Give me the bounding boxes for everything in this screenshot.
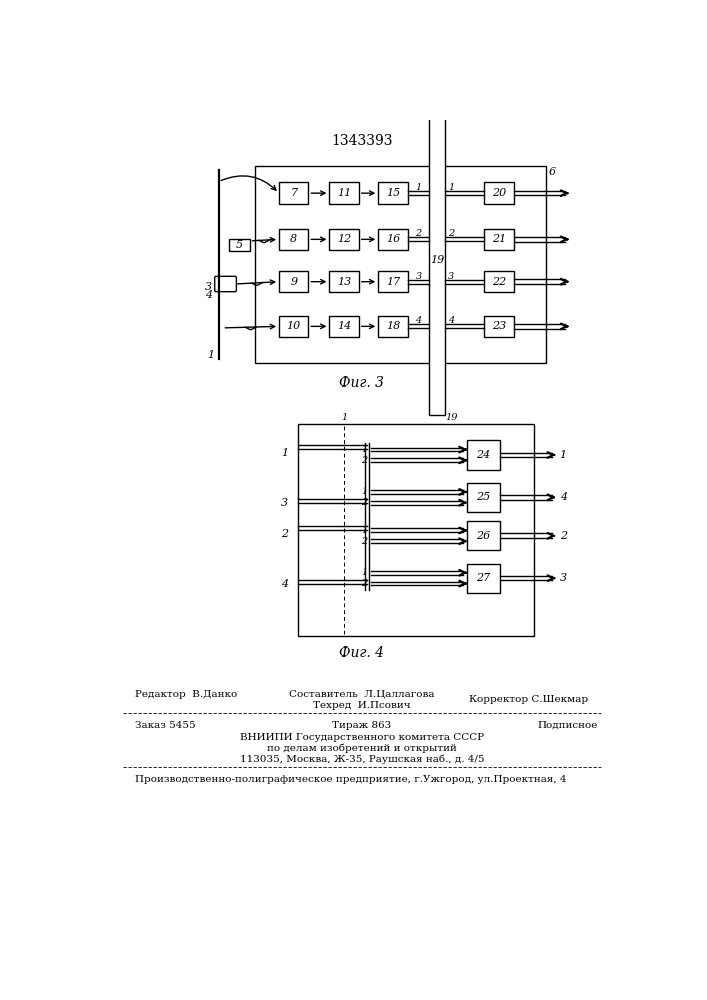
Text: 3: 3 — [448, 272, 454, 281]
Bar — [279, 182, 308, 204]
Text: 19: 19 — [445, 413, 458, 422]
Text: 22: 22 — [492, 277, 506, 287]
Text: 11: 11 — [337, 188, 351, 198]
Bar — [378, 271, 408, 292]
Bar — [230, 239, 250, 251]
Text: Тираж 863: Тираж 863 — [332, 721, 392, 730]
Text: 1: 1 — [361, 526, 368, 535]
Text: 1: 1 — [361, 568, 368, 577]
Text: 10: 10 — [286, 321, 301, 331]
Text: 3: 3 — [559, 573, 567, 583]
Text: 6: 6 — [548, 167, 556, 177]
Text: 1: 1 — [281, 448, 288, 458]
Text: ВНИИПИ Государственного комитета СССР: ВНИИПИ Государственного комитета СССР — [240, 733, 484, 742]
Text: 3: 3 — [281, 498, 288, 508]
Text: 4: 4 — [205, 290, 212, 300]
Text: Подписное: Подписное — [538, 721, 598, 730]
Text: 13: 13 — [337, 277, 351, 287]
Bar — [467, 483, 500, 512]
Text: 16: 16 — [386, 234, 400, 244]
Text: 1: 1 — [448, 183, 454, 192]
Text: 1: 1 — [361, 487, 368, 496]
Text: Производственно-полиграфическое предприятие, г.Ужгород, ул.Проектная, 4: Производственно-полиграфическое предприя… — [135, 774, 566, 784]
Text: Редактор  В.Данко: Редактор В.Данко — [135, 690, 237, 699]
Text: 1: 1 — [208, 350, 215, 360]
Text: Корректор С.Шекмар: Корректор С.Шекмар — [469, 695, 588, 704]
Text: 1: 1 — [361, 445, 368, 454]
Bar — [467, 440, 500, 470]
Bar — [467, 521, 500, 550]
Bar — [484, 271, 514, 292]
Text: 2: 2 — [416, 229, 421, 238]
Bar — [329, 271, 359, 292]
Bar — [298, 424, 534, 636]
Text: 2: 2 — [361, 498, 368, 507]
Text: 12: 12 — [337, 234, 351, 244]
Text: 17: 17 — [386, 277, 400, 287]
Bar — [484, 229, 514, 250]
Text: 14: 14 — [337, 321, 351, 331]
Bar — [429, 105, 445, 415]
Bar — [378, 182, 408, 204]
Text: Фиг. 3: Фиг. 3 — [339, 376, 385, 390]
Text: 24: 24 — [477, 450, 491, 460]
Text: 1: 1 — [416, 183, 421, 192]
Text: 3: 3 — [416, 272, 421, 281]
Text: Техред  И.Псович: Техред И.Псович — [313, 701, 411, 710]
Text: 26: 26 — [477, 531, 491, 541]
Text: 2: 2 — [448, 229, 454, 238]
Bar — [329, 229, 359, 250]
Text: Заказ 5455: Заказ 5455 — [135, 721, 196, 730]
Text: Фиг. 4: Фиг. 4 — [339, 646, 385, 660]
Text: 9: 9 — [290, 277, 298, 287]
Text: 8: 8 — [290, 234, 298, 244]
Text: 113035, Москва, Ж-35, Раушская наб., д. 4/5: 113035, Москва, Ж-35, Раушская наб., д. … — [240, 754, 484, 764]
Text: 5: 5 — [236, 240, 243, 250]
Text: 20: 20 — [492, 188, 506, 198]
Bar — [484, 316, 514, 337]
Text: 4: 4 — [416, 316, 421, 325]
Text: Составитель  Л.Цаллагова: Составитель Л.Цаллагова — [289, 690, 435, 699]
Text: 18: 18 — [386, 321, 400, 331]
Text: 25: 25 — [477, 492, 491, 502]
Bar — [484, 182, 514, 204]
Bar — [255, 166, 546, 363]
Text: 2: 2 — [361, 579, 368, 588]
Bar — [467, 564, 500, 593]
Text: 2: 2 — [361, 456, 368, 465]
Text: 15: 15 — [386, 188, 400, 198]
Bar — [279, 229, 308, 250]
Text: 2: 2 — [361, 537, 368, 546]
Text: 21: 21 — [492, 234, 506, 244]
Text: 4: 4 — [448, 316, 454, 325]
Text: 27: 27 — [477, 573, 491, 583]
Text: 2: 2 — [281, 529, 288, 539]
Text: по делам изобретений и открытий: по делам изобретений и открытий — [267, 744, 457, 753]
Text: 3: 3 — [205, 282, 212, 292]
Bar — [378, 229, 408, 250]
Text: 19: 19 — [430, 255, 444, 265]
Bar — [279, 271, 308, 292]
Text: 23: 23 — [492, 321, 506, 331]
Bar — [378, 316, 408, 337]
Text: 1343393: 1343393 — [331, 134, 392, 148]
Text: 1: 1 — [341, 413, 347, 422]
Bar — [329, 316, 359, 337]
Text: 4: 4 — [281, 579, 288, 589]
Text: 4: 4 — [559, 492, 567, 502]
Bar — [329, 182, 359, 204]
Text: 2: 2 — [559, 531, 567, 541]
Text: 7: 7 — [290, 188, 298, 198]
Bar — [279, 316, 308, 337]
FancyBboxPatch shape — [215, 276, 236, 292]
Text: 1: 1 — [559, 450, 567, 460]
